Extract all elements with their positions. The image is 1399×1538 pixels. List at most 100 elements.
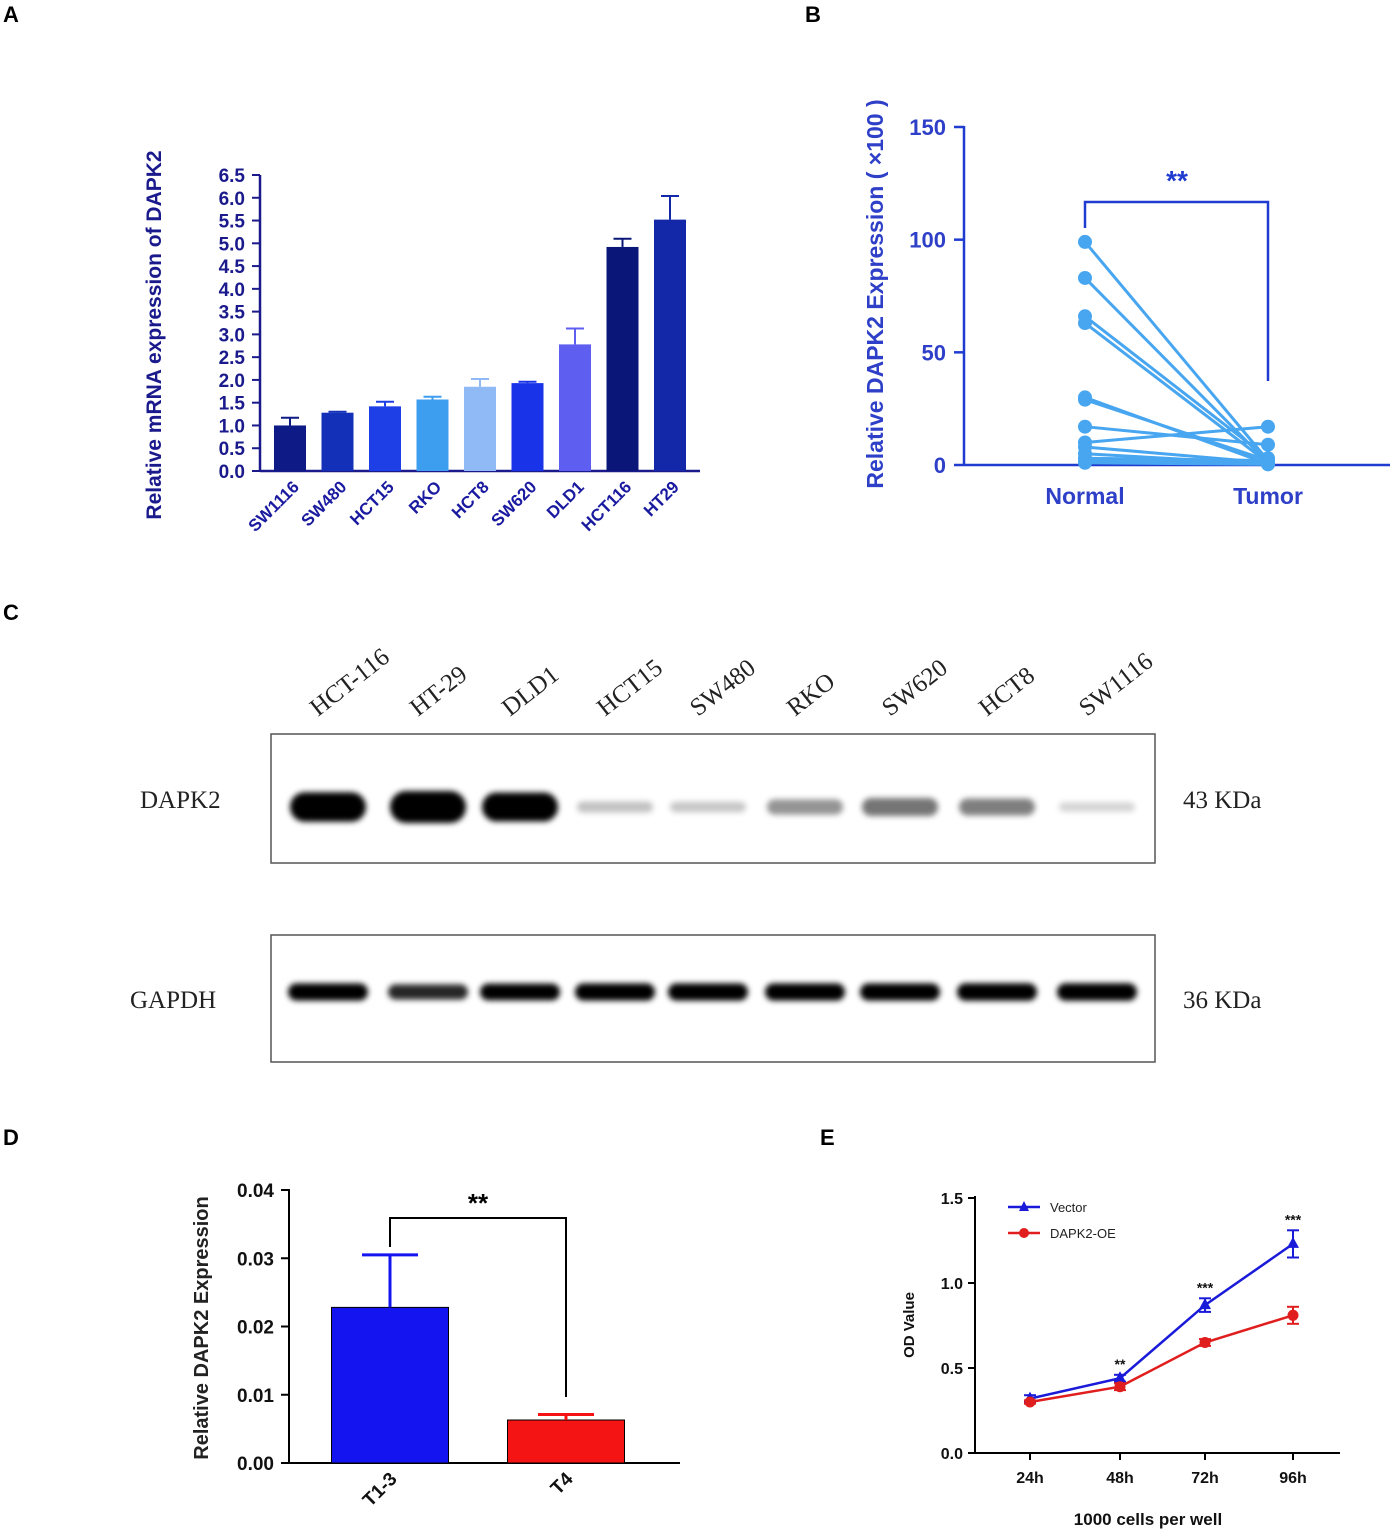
- dapk2-band: [670, 801, 746, 813]
- panel-b-normal-point: [1078, 419, 1092, 434]
- panel-a-category-label: SW1116: [245, 477, 303, 535]
- blot-lane-label: RKO: [782, 668, 840, 722]
- panel-a-bar: [654, 219, 686, 471]
- dapk2-band: [290, 792, 366, 822]
- panel-a-bar: [274, 425, 306, 471]
- panel-a-y-tick-label: 4.0: [219, 280, 245, 301]
- panel-a-y-tick-label: 6.5: [219, 166, 246, 187]
- panel-a-y-tick-label: 2.5: [219, 348, 246, 369]
- panel-e-x-tick-label: 96h: [1279, 1470, 1307, 1487]
- gapdh-band: [957, 983, 1037, 1001]
- panel-a-category-label: SW620: [487, 477, 540, 530]
- panel-b-pair-line: [1084, 456, 1269, 462]
- panel-a-y-tick-label: 6.0: [219, 189, 245, 210]
- panel-e-y-axis-label: OD Value: [901, 1292, 918, 1358]
- panel-a-y-tick-label: 3.5: [219, 303, 246, 324]
- panel-letter-a: A: [3, 2, 19, 27]
- panel-a-category-label: RKO: [405, 477, 445, 517]
- panel-a-y-tick-label: 0.5: [219, 439, 246, 460]
- panel-e-vector-marker: [1199, 1298, 1211, 1310]
- panel-b-pair-line: [1083, 276, 1270, 464]
- blot-lane-label: HCT15: [592, 654, 668, 721]
- panel-e-significance-mark: ***: [1197, 1279, 1214, 1295]
- dapk2-band: [1059, 802, 1135, 812]
- panel-b-tumor-point: [1261, 419, 1275, 434]
- panel-a-y-tick-label: 0.0: [219, 462, 245, 483]
- panel-b-pair-line: [1084, 315, 1269, 460]
- panel-b-significance-bracket: [1083, 200, 1270, 381]
- panel-letter-e: E: [820, 1125, 835, 1150]
- panel-b-y-tick-label: 0: [934, 453, 946, 478]
- panel-b-paired-plot: Relative DAPK2 Expression ( ×100 ) 0 50 10…: [862, 99, 1390, 509]
- panel-b-tumor-point: [1261, 437, 1275, 452]
- gapdh-band: [388, 984, 468, 1000]
- panel-d-significance-mark: **: [468, 1188, 489, 1218]
- panel-a-bar: [511, 383, 544, 471]
- panel-a-category-label: HCT8: [448, 477, 493, 522]
- panel-e-y-tick-label: 0.0: [941, 1446, 963, 1463]
- blot-lane-label: HCT-116: [305, 643, 395, 721]
- panel-b-y-tick-label: 150: [909, 115, 946, 140]
- panel-e-y-tick-label: 0.5: [941, 1361, 963, 1378]
- panel-e-significance-mark: **: [1115, 1356, 1126, 1372]
- dapk2-band-size: 43 KDa: [1183, 787, 1261, 814]
- panel-d-y-tick-label: 0.00: [237, 1454, 274, 1475]
- blot-lane-label: SW480: [685, 654, 761, 721]
- blot-lane-label: HCT8: [974, 662, 1040, 722]
- gapdh-band: [575, 983, 655, 1001]
- panel-b-normal-point: [1078, 316, 1092, 331]
- dapk2-band: [390, 791, 466, 823]
- panel-d-y-axis-label: Relative DAPK2 Expression: [191, 1196, 213, 1459]
- panel-b-pair-line: [1084, 425, 1269, 444]
- blot-lane-label: HT-29: [405, 661, 472, 722]
- panel-c-western-blot: HCT-116 HT-29 DLD1 HCT15 SW480 RKO SW620 HCT8 SW…: [130, 643, 1261, 1063]
- panel-b-category-normal: Normal: [1045, 483, 1124, 509]
- gapdh-band: [288, 983, 368, 1001]
- panel-e-dapk2-oe-marker: [1114, 1381, 1126, 1393]
- panel-e-series-line: [1029, 1314, 1294, 1404]
- gapdh-band: [480, 983, 560, 1001]
- panel-b-normal-point: [1078, 455, 1092, 470]
- panel-e-dapk2-oe-marker: [1287, 1309, 1299, 1321]
- panel-e-significance-mark: ***: [1285, 1211, 1302, 1227]
- gapdh-band: [765, 983, 845, 1001]
- panel-a-bar: [369, 406, 401, 471]
- panel-b-y-tick-label: 100: [909, 228, 946, 253]
- gapdh-band-size: 36 KDa: [1183, 987, 1261, 1014]
- panel-d-bar: [331, 1306, 449, 1464]
- blot-lane-label: SW1116: [1074, 648, 1158, 722]
- panel-b-tumor-point: [1261, 457, 1275, 472]
- panel-e-y-tick-label: 1.0: [941, 1276, 963, 1293]
- panel-a-bar: [464, 386, 496, 471]
- panel-d-y-tick-label: 0.01: [237, 1386, 274, 1407]
- dapk2-band: [959, 798, 1035, 816]
- panel-a-y-tick-label: 3.0: [219, 325, 245, 346]
- panel-a-category-label: SW480: [297, 477, 350, 530]
- panel-b-pair-line: [1084, 461, 1269, 466]
- panel-b-normal-point: [1078, 234, 1092, 249]
- dapk2-band: [767, 799, 843, 815]
- panel-b-normal-point: [1078, 270, 1092, 285]
- panel-letter-c: C: [3, 600, 19, 625]
- panel-e-dapk2-oe-marker: [1024, 1396, 1036, 1408]
- panel-a-bar: [416, 399, 449, 471]
- panel-e-legend-marker: [1019, 1228, 1029, 1238]
- panel-a-bar: [559, 344, 591, 471]
- panel-b-y-axis-label: Relative DAPK2 Expression ( ×100 ): [862, 99, 888, 488]
- panel-b-y-tick-label: 50: [922, 340, 946, 365]
- dapk2-blot-label: DAPK2: [140, 787, 221, 814]
- panel-e-x-tick-label: 72h: [1191, 1470, 1219, 1487]
- panel-d-y-tick-label: 0.02: [237, 1318, 274, 1339]
- panel-d-category-label: T1-3: [359, 1469, 401, 1511]
- gapdh-band: [668, 983, 748, 1001]
- panel-d-category-label: T4: [547, 1468, 578, 1499]
- panel-b-significance-mark: **: [1166, 165, 1188, 196]
- panel-a-bar: [606, 246, 639, 471]
- panel-e-y-tick-label: 1.5: [941, 1191, 963, 1208]
- panel-b-category-tumor: Tumor: [1233, 483, 1303, 509]
- panel-b-pair-line: [1084, 398, 1269, 462]
- panel-a-y-tick-label: 1.5: [219, 394, 246, 415]
- panel-e-legend-label: DAPK2-OE: [1050, 1226, 1116, 1241]
- panel-letter-d: D: [3, 1125, 19, 1150]
- panel-d-significance-bracket: [389, 1217, 567, 1397]
